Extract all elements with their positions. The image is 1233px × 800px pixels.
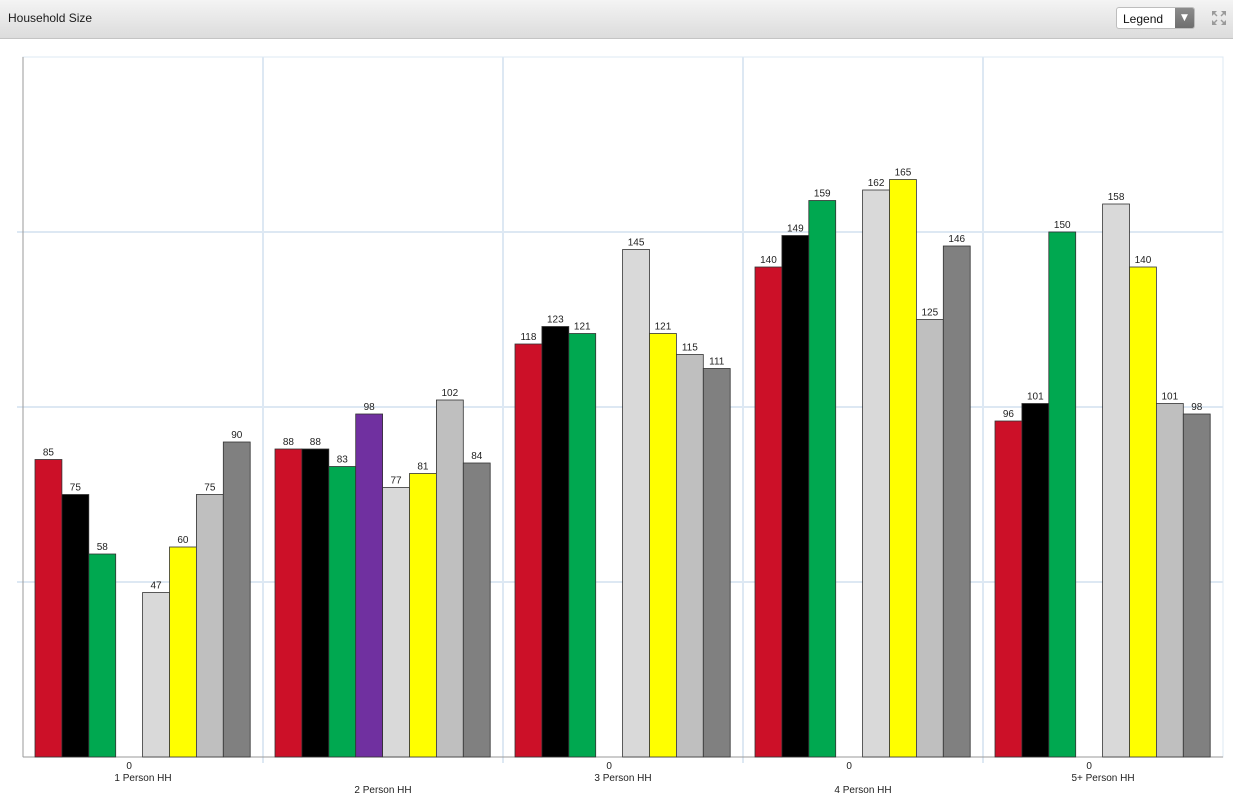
data-label: 111: [709, 357, 725, 368]
data-label: 118: [520, 332, 536, 343]
bar: [862, 189, 890, 758]
data-label: 162: [868, 178, 885, 189]
data-label: 121: [574, 322, 591, 333]
data-label: 98: [364, 402, 376, 413]
data-label: 158: [1108, 192, 1125, 203]
data-label: 101: [1027, 392, 1044, 403]
data-label: 159: [814, 189, 831, 200]
x-tick-label: 2 Person HH: [354, 785, 411, 796]
bar: [1182, 413, 1211, 758]
bar: [622, 249, 650, 758]
data-label: 146: [948, 234, 965, 245]
bar: [195, 494, 224, 758]
data-label: 96: [1003, 409, 1015, 420]
data-label: 125: [922, 308, 939, 319]
data-label: 60: [177, 535, 189, 546]
bar: [514, 343, 543, 758]
bar: [61, 494, 90, 758]
bar: [754, 266, 783, 758]
bar: [1021, 403, 1050, 758]
bar: [916, 319, 944, 758]
bar: [568, 333, 597, 758]
data-label: 75: [70, 483, 82, 494]
data-label: 83: [337, 455, 349, 466]
bar: [541, 326, 570, 758]
data-label: 140: [1135, 255, 1152, 266]
bar: [169, 546, 197, 758]
data-label: 47: [150, 581, 162, 592]
data-label: 121: [655, 322, 672, 333]
x-tick-label: 4 Person HH: [834, 785, 891, 796]
bar: [409, 473, 437, 758]
bar: [34, 459, 63, 758]
bar: [676, 354, 704, 758]
data-label: 88: [283, 437, 295, 448]
bar: [462, 462, 491, 758]
x-tick-label: 3 Person HH: [594, 773, 651, 784]
bar: [1156, 403, 1184, 758]
data-label: 88: [310, 437, 322, 448]
bar: [889, 179, 917, 758]
chevron-down-icon[interactable]: ▼: [1175, 8, 1194, 28]
data-label: 101: [1162, 392, 1179, 403]
x-tick-label: 5+ Person HH: [1071, 773, 1134, 784]
data-label: 115: [682, 343, 698, 354]
household-size-chart: 85 75 58 0 47 60 75 90 1 Person HH 88 88 83 98 77 81 10…: [17, 56, 1224, 796]
bar: [649, 333, 677, 758]
bar: [355, 413, 384, 758]
data-label: 149: [787, 224, 804, 235]
bar: [142, 592, 170, 758]
bar: [808, 200, 837, 758]
panel-header: Household Size Legend ▼: [0, 0, 1233, 39]
legend-dropdown-value: Legend: [1123, 12, 1164, 26]
data-label-zero: 0: [606, 761, 612, 772]
bar: [781, 235, 810, 758]
data-label: 75: [204, 483, 216, 494]
data-label: 123: [547, 315, 564, 326]
bar: [994, 420, 1023, 758]
bar: [222, 441, 251, 758]
data-label-zero: 0: [846, 761, 852, 772]
data-label: 102: [442, 388, 459, 399]
expand-icon[interactable]: [1211, 10, 1227, 26]
bar: [382, 487, 410, 758]
data-label: 85: [43, 448, 55, 459]
bar: [301, 448, 330, 758]
legend-dropdown[interactable]: Legend ▼: [1116, 7, 1195, 29]
bar: [1129, 266, 1157, 758]
data-label: 150: [1054, 220, 1071, 231]
bar: [274, 448, 303, 758]
data-label: 84: [471, 451, 483, 462]
bar: [435, 399, 464, 758]
data-label: 58: [97, 542, 109, 553]
data-label: 81: [417, 462, 429, 473]
data-label: 145: [628, 238, 645, 249]
data-label: 98: [1191, 402, 1203, 413]
bar: [702, 368, 731, 758]
data-label: 140: [760, 255, 777, 266]
data-label-zero: 0: [1086, 761, 1092, 772]
bar: [88, 553, 117, 758]
data-label: 165: [895, 168, 912, 179]
bar: [1102, 203, 1130, 758]
data-label: 90: [231, 430, 243, 441]
bar: [1048, 231, 1077, 758]
bar: [942, 245, 971, 758]
data-label-zero: 0: [126, 761, 132, 772]
chart-area: 85 75 58 0 47 60 75 90 1 Person HH 88 88 83 98 77 81 10…: [0, 40, 1233, 800]
x-tick-label: 1 Person HH: [114, 773, 171, 784]
data-label: 77: [390, 476, 402, 487]
panel-title: Household Size: [8, 11, 93, 25]
bar: [328, 466, 357, 758]
